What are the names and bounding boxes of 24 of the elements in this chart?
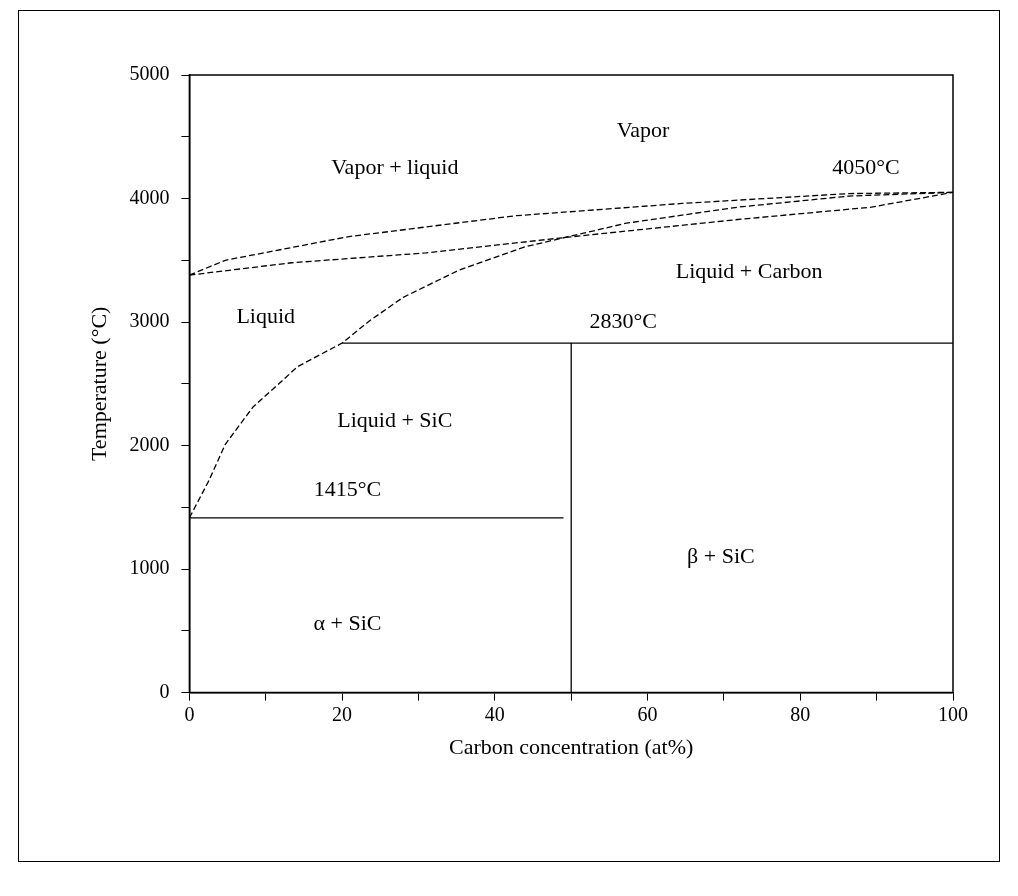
annotation: 4050°C xyxy=(832,154,900,180)
annotation: Liquid + SiC xyxy=(337,407,453,433)
x-tick-label: 40 xyxy=(484,702,505,725)
y-tick-label: 3000 xyxy=(129,309,170,332)
annotation: Liquid xyxy=(236,303,296,329)
y-tick-label: 0 xyxy=(159,679,170,702)
annotation: α + SiC xyxy=(313,610,382,636)
x-axis-title: Carbon concentration (at%) xyxy=(449,733,694,759)
y-tick-label: 5000 xyxy=(129,62,170,85)
annotation: 1415°C xyxy=(313,476,382,502)
x-tick-label: 0 xyxy=(184,702,195,725)
annotation: Vapor + liquid xyxy=(331,154,459,180)
annotation: Vapor xyxy=(616,116,670,142)
y-tick-label: 4000 xyxy=(129,185,170,208)
x-tick-label: 20 xyxy=(332,702,353,725)
y-axis-title: Temperature (°C) xyxy=(85,306,111,462)
x-tick-label: 100 xyxy=(938,702,968,725)
annotation: 2830°C xyxy=(589,308,657,334)
x-tick-label: 80 xyxy=(790,702,811,725)
x-tick-label: 60 xyxy=(637,702,658,725)
annotation: Liquid + Carbon xyxy=(675,257,823,283)
annotation: β + SiC xyxy=(687,543,755,569)
y-tick-label: 1000 xyxy=(129,556,170,579)
y-tick-label: 2000 xyxy=(129,432,170,455)
